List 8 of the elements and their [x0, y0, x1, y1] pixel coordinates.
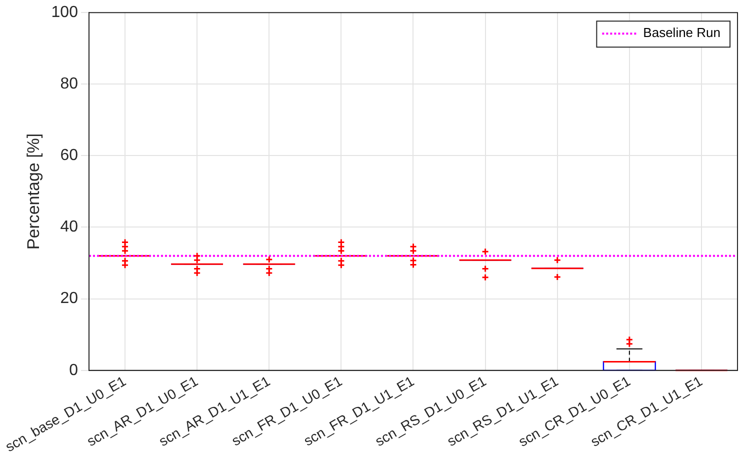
y-axis-title: Percentage [%]	[24, 133, 43, 250]
legend-label: Baseline Run	[643, 25, 720, 40]
y-tick-label: 20	[60, 290, 78, 308]
y-tick-label: 60	[60, 147, 78, 164]
y-tick-label: 100	[51, 4, 78, 22]
y-tick-label: 80	[60, 76, 78, 93]
y-tick-label: 40	[60, 218, 78, 236]
y-tick-label: 0	[69, 362, 78, 379]
